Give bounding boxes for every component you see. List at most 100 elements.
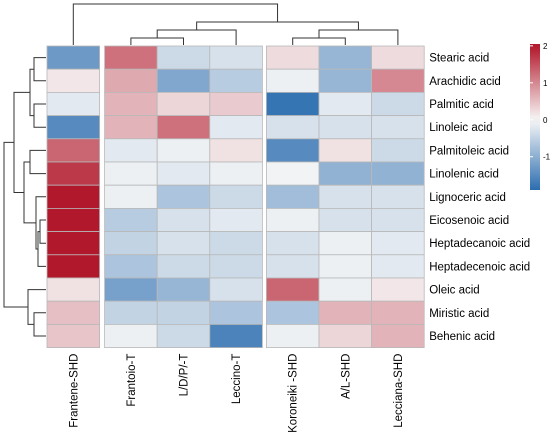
column-label: Lecciana-SHD (393, 354, 405, 428)
heatmap-cell (156, 323, 211, 348)
heatmap-cell (265, 184, 320, 209)
heatmap-cell (318, 277, 372, 302)
row-label: Oleic acid (429, 285, 480, 297)
heatmap-cell (46, 138, 100, 163)
heatmap-cell (371, 254, 425, 279)
heatmap-cell (371, 92, 425, 117)
column-label: L/D/P/-T (179, 354, 191, 397)
heatmap-cell (46, 92, 100, 117)
heatmap-cell (209, 277, 263, 302)
heatmap-cell (209, 161, 263, 186)
row-label: Eicosenoic acid (429, 215, 509, 227)
heatmap-cell (156, 184, 211, 209)
heatmap-cell (371, 300, 425, 325)
heatmap-cell (265, 68, 320, 93)
column-label: A/L-SHD (340, 354, 352, 399)
heatmap-cell (46, 161, 100, 186)
heatmap-cell (104, 254, 158, 279)
heatmap-cell (46, 184, 100, 209)
heatmap-cell (371, 323, 425, 348)
column-dendrogram (72, 3, 399, 45)
heatmap-cell (318, 231, 372, 256)
row-label: Heptadecenoic acid (429, 261, 530, 273)
column-dendrogram-branch (292, 37, 346, 45)
row-label: Lignoceric acid (429, 192, 506, 204)
heatmap-cell (46, 207, 100, 232)
heatmap-cell (104, 161, 158, 186)
heatmap-cell (209, 138, 263, 163)
row-dendrogram-branch (33, 312, 46, 337)
legend-tick-label: 1 (543, 79, 548, 88)
heatmap-cell (318, 68, 372, 93)
heatmap-cell (46, 231, 100, 256)
heatmap-cell (104, 207, 158, 232)
heatmap-cell (209, 300, 263, 325)
legend-tick-label: 0 (543, 116, 548, 125)
heatmap-cell (156, 115, 211, 140)
heatmap-cell (104, 68, 158, 93)
heatmap-cell (156, 68, 211, 93)
heatmap-cell (371, 184, 425, 209)
heatmap-cell (318, 115, 372, 140)
row-labels: Stearic acid Arachidic acid Palmitic acid L… (429, 53, 530, 343)
legend-tick-label: 2 (543, 42, 548, 51)
row-label: Miristic acid (429, 308, 489, 320)
heatmap-cell (104, 92, 158, 117)
row-dendrogram-branch (3, 141, 28, 308)
heatmap-cell (265, 300, 320, 325)
heatmap-cell (104, 231, 158, 256)
heatmap-cell (371, 207, 425, 232)
row-dendrogram-branch (33, 103, 46, 128)
column-label: Leccino-T (231, 354, 243, 405)
heatmap-cell (209, 115, 263, 140)
row-dendrogram-branch (39, 219, 46, 244)
heatmap-cell (318, 323, 372, 348)
heatmap-cell (209, 45, 263, 70)
heatmap-cell (209, 207, 263, 232)
column-dendrogram-branch (72, 3, 279, 45)
color-legend: 2 1 0 -1 (530, 42, 550, 190)
heatmap-cell (265, 207, 320, 232)
heatmap-cell (265, 92, 320, 117)
heatmap-cell (371, 115, 425, 140)
heatmap-cell (318, 161, 372, 186)
heatmap-cell (318, 300, 372, 325)
heatmap-cell (265, 138, 320, 163)
row-label: Behenic acid (429, 331, 495, 343)
row-label: Stearic acid (429, 53, 489, 65)
row-label: Heptadecanoic acid (429, 238, 530, 250)
heatmap-cell (104, 184, 158, 209)
heatmap-cell (318, 207, 372, 232)
row-label: Linoleic acid (429, 122, 492, 134)
heatmap-cell (318, 92, 372, 117)
heatmap-cell (104, 277, 158, 302)
heatmap-cell (104, 138, 158, 163)
column-dendrogram-branch (196, 21, 359, 30)
heatmap-cell (156, 207, 211, 232)
heatmap-cell (46, 323, 100, 348)
heatmap-cell (265, 115, 320, 140)
row-dendrogram-branch (37, 231, 46, 267)
row-label: Palmitic acid (429, 99, 494, 111)
heatmap-cell (265, 277, 320, 302)
heatmap-cell (265, 45, 320, 70)
heatmap-cell (104, 115, 158, 140)
row-label: Palmitoleic acid (429, 145, 509, 157)
heatmap-cell (265, 323, 320, 348)
row-dendrogram-branch (29, 68, 34, 117)
heatmap-cell (104, 323, 158, 348)
heatmap-cell (156, 138, 211, 163)
heatmap-cell (46, 277, 100, 302)
heatmap-cell (371, 161, 425, 186)
heatmap-cell (209, 68, 263, 93)
heatmap-cell (265, 254, 320, 279)
row-dendrogram-branch (27, 289, 46, 325)
heatmap-cell (156, 45, 211, 70)
heatmap-cell (209, 231, 263, 256)
heatmap-cell (265, 231, 320, 256)
column-labels: Frantene-SHD Frantoio-T L/D/P/-T Leccino-T K… (68, 354, 405, 433)
heatmap-cell (318, 45, 372, 70)
heatmap-cell (371, 68, 425, 93)
